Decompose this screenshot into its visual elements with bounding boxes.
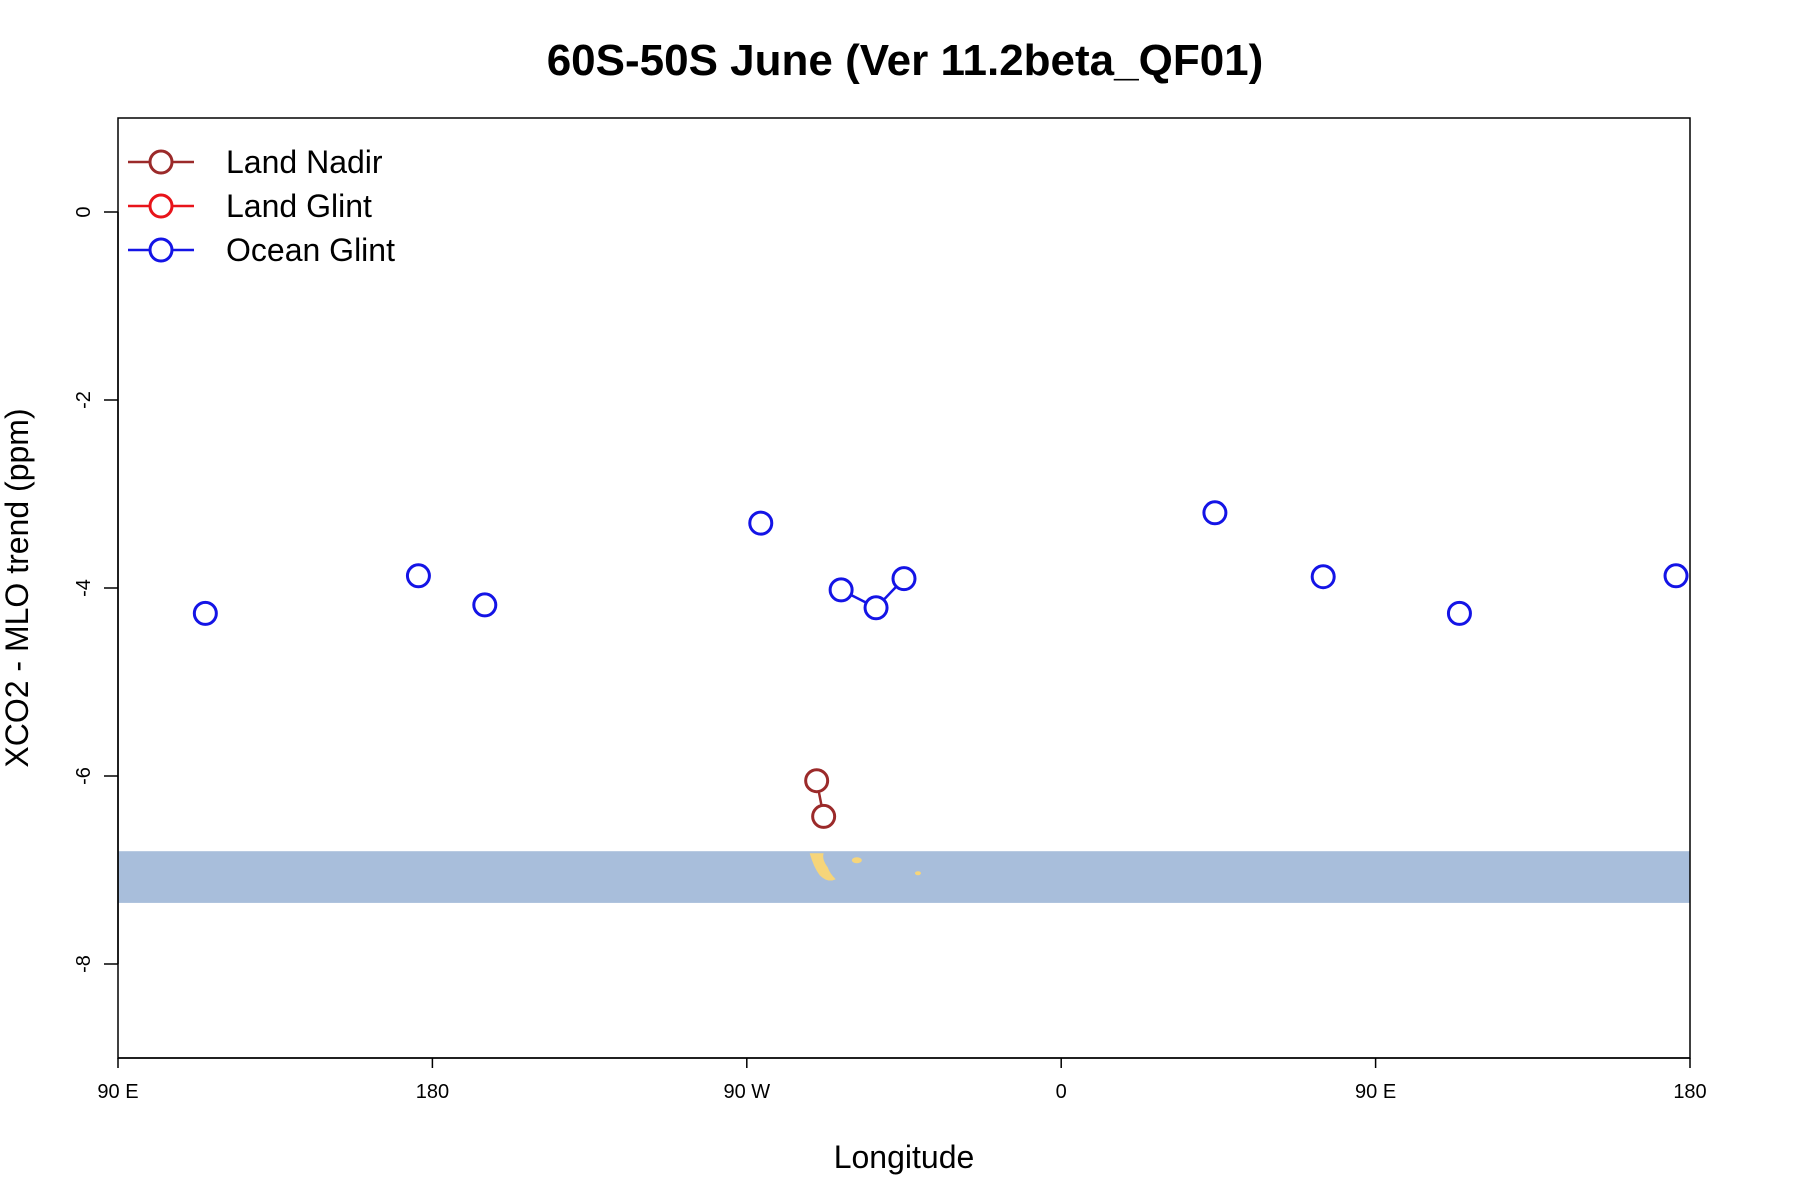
data-point [1663,563,1689,589]
x-axis: 90 E 180 90 W 0 90 E 180 [97,1057,1707,1103]
y-axis-label: XCO2 - MLO trend (ppm) [0,408,35,767]
data-point [748,510,774,536]
chart-title: 60S-50S June (Ver 11.2beta_QF01) [547,36,1264,85]
data-point [1310,564,1336,590]
y-tick-label: -8 [73,955,95,973]
legend-item: Land Nadir [128,144,383,180]
land-patch-falklands [851,857,862,864]
data-point [1202,500,1228,526]
map-band [118,851,1690,903]
data-point [804,768,830,794]
data-point [891,566,917,592]
x-tick-label: 90 W [723,1081,770,1103]
series-line-segment [817,792,823,805]
y-tick-label: -6 [73,767,95,785]
land-patch-south-america [809,853,836,881]
legend-item: Land Glint [128,188,372,224]
data-point [192,600,218,626]
data-point [405,563,431,589]
data-point [828,577,854,603]
data-point [472,592,498,618]
legend-marker [148,237,174,263]
x-tick-label: 90 E [1355,1081,1396,1103]
series-layer [192,500,1689,829]
data-point [863,595,889,621]
x-tick-label: 180 [1673,1081,1706,1103]
legend-marker [148,149,174,175]
y-axis: 0 -2 -4 -6 -8 [73,206,119,973]
y-tick-label: 0 [73,206,95,217]
x-axis-label: Longitude [834,1139,975,1175]
series-ocean-glint [192,500,1689,626]
y-tick-label: -4 [73,579,95,597]
x-tick-label: 180 [416,1081,449,1103]
legend: Land Nadir Land Glint Ocean Glint [128,144,395,268]
series-line-segment [851,594,866,604]
legend-marker [148,193,174,219]
series-line-segment [883,586,897,600]
y-tick-label: -2 [73,391,95,409]
legend-label: Land Nadir [226,144,383,180]
ocean-band [118,851,1690,903]
land-patch-south-georgia [914,871,921,876]
series-land-nadir [804,768,837,829]
x-tick-label: 90 E [97,1081,138,1103]
legend-label: Ocean Glint [226,232,395,268]
data-point [811,803,837,829]
x-tick-label: 0 [1056,1081,1067,1103]
legend-item: Ocean Glint [128,232,395,268]
data-point [1446,600,1472,626]
legend-label: Land Glint [226,188,372,224]
